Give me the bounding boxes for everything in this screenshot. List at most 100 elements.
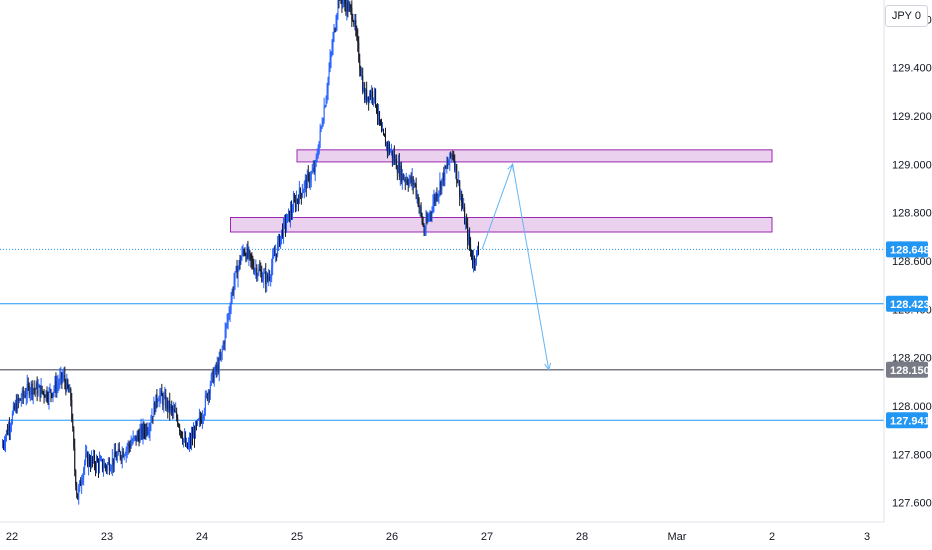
candle-body: [395, 158, 397, 170]
x-tick-label: 25: [291, 531, 303, 543]
candle-body: [285, 219, 287, 228]
candle-body: [115, 457, 117, 461]
candle-body: [245, 254, 247, 260]
candle-body: [334, 28, 336, 31]
candle-body: [426, 218, 428, 222]
candle-body: [439, 181, 441, 192]
candle-body: [200, 419, 202, 423]
candle-body: [171, 406, 173, 409]
candle-body: [17, 398, 19, 402]
candle-body: [405, 179, 407, 182]
candle-body: [142, 425, 144, 437]
candle-body: [118, 448, 120, 452]
candle-body: [470, 244, 472, 250]
candle-body: [351, 8, 353, 20]
candle-body: [462, 201, 464, 208]
candles-layer: [1, 0, 479, 505]
candle-body: [18, 398, 20, 402]
candle-body: [25, 395, 27, 397]
candle-body: [219, 357, 221, 359]
candle-body: [224, 329, 226, 344]
candle-body: [368, 96, 370, 102]
candle-body: [237, 268, 239, 279]
candle-body: [4, 436, 6, 445]
candle-body: [373, 98, 375, 99]
candle-body: [106, 464, 108, 469]
candle-body: [386, 142, 388, 150]
candle-body: [90, 463, 92, 467]
candle-body: [172, 408, 174, 412]
candle-body: [170, 406, 172, 412]
candle-body: [296, 199, 298, 201]
candle-body: [197, 419, 199, 421]
candle-body: [243, 250, 245, 254]
candle-body: [230, 299, 232, 311]
candle-body: [316, 156, 318, 158]
candle-body: [69, 389, 71, 393]
candle-body: [81, 482, 83, 486]
candle-body: [429, 212, 431, 218]
candle-body: [341, 0, 343, 4]
candle-body: [407, 183, 409, 186]
candle-body: [52, 392, 54, 397]
candle-body: [328, 69, 330, 79]
candle-body: [124, 454, 126, 456]
candle-body: [466, 222, 468, 225]
last-price-badge-text: 128.648: [890, 244, 930, 256]
candle-body: [422, 222, 424, 226]
candle-body: [350, 5, 352, 9]
candle-body: [206, 393, 208, 400]
candle-body: [417, 195, 419, 207]
candle-body: [66, 380, 68, 391]
candle-body: [385, 142, 387, 147]
candle-body: [442, 172, 444, 179]
candle-body: [261, 271, 263, 282]
candle-body: [369, 93, 371, 102]
candle-body: [424, 230, 426, 233]
candle-body: [40, 386, 42, 397]
candle-body: [333, 28, 335, 38]
candle-body: [400, 165, 402, 182]
candle-body: [97, 461, 99, 470]
candle-body: [227, 314, 229, 322]
last-price-badge: [886, 241, 928, 258]
candle-body: [458, 180, 460, 183]
candle-body: [246, 247, 248, 260]
candle-body: [449, 152, 451, 164]
candle-body: [51, 393, 53, 397]
candle-body: [411, 177, 413, 183]
candle-body: [288, 210, 290, 221]
candle-body: [164, 395, 166, 398]
candle-body: [234, 271, 236, 282]
candle-body: [67, 380, 69, 388]
candle-body: [214, 366, 216, 374]
candle-body: [450, 152, 452, 157]
candle-body: [190, 439, 192, 444]
candle-body: [459, 180, 461, 197]
candle-body: [134, 435, 136, 437]
candle-body: [271, 266, 273, 277]
candle-body: [157, 400, 159, 403]
candle-body: [178, 424, 180, 427]
symbol-label[interactable]: JPY 0: [884, 5, 928, 27]
candle-body: [26, 383, 28, 396]
candle-body: [355, 20, 357, 31]
candle-body: [73, 427, 75, 448]
candle-body: [329, 58, 331, 70]
candle-body: [412, 177, 414, 185]
candle-body: [207, 391, 209, 400]
candle-body: [141, 426, 143, 437]
candle-body: [140, 426, 142, 432]
candle-body: [139, 431, 141, 443]
candle-body: [1, 444, 3, 448]
candle-body: [431, 212, 433, 213]
candle-body: [59, 376, 61, 384]
candle-body: [336, 14, 338, 24]
candle-body: [352, 19, 354, 21]
candle-body: [213, 373, 215, 383]
candle-body: [53, 388, 55, 393]
candle-body: [376, 105, 378, 113]
candle-body: [75, 470, 77, 486]
candle-body: [399, 165, 401, 177]
